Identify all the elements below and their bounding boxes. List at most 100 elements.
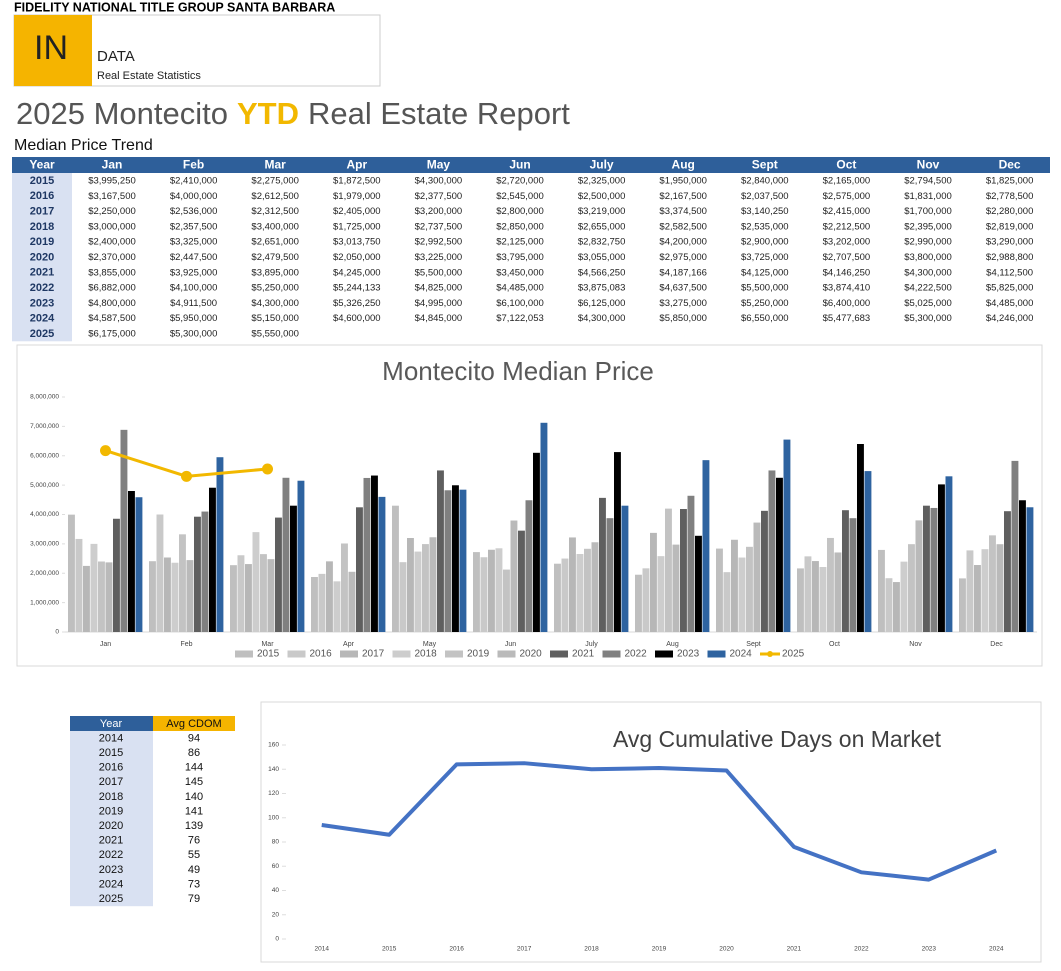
year-cell: 2021 [30,267,54,279]
price-cell: $5,326,250 [333,298,381,309]
bar [576,554,584,632]
bar [311,576,318,632]
bar [422,544,429,632]
year-cell: 2024 [30,313,55,325]
y-tick-label: 0 [55,629,59,636]
bar [606,518,614,632]
bar [356,507,363,632]
price-cell: $2,312,500 [251,206,299,217]
bar [510,520,518,632]
x-tick-label: 2022 [854,946,869,953]
price-cell: $4,300,000 [578,313,626,324]
price-cell: $3,800,000 [904,252,952,263]
price-cell: $2,212,500 [823,221,871,232]
bar [429,537,437,632]
bar [260,554,267,632]
x-tick-label: Apr [343,641,355,648]
price-cell: $5,550,000 [251,329,299,340]
bar [282,477,290,632]
year-cell: 2017 [30,206,54,218]
bar [348,571,356,632]
bar [746,546,753,632]
table-header-cell: Year [29,158,55,172]
logo-data: DATA [97,48,135,65]
x-tick-label: 2020 [719,946,734,953]
y-tick-label: 0 [275,936,279,943]
bar [179,534,186,632]
price-cell: $4,845,000 [415,313,463,324]
x-tick-label: 2015 [382,946,397,953]
bar [561,558,569,632]
price-cell: $4,300,000 [904,267,952,278]
bar [378,496,386,632]
price-cell: $2,778,500 [986,191,1034,202]
bar [407,538,414,632]
price-cell: $1,979,000 [333,191,381,202]
y-tick-label: 20 [272,911,280,918]
price-cell: $2,167,500 [659,191,707,202]
bar [540,422,548,632]
cdom-year-cell: 2016 [99,762,123,774]
bar [164,557,171,632]
year-cell: 2025 [30,328,54,340]
price-cell: $3,374,500 [659,206,707,217]
legend-label: 2020 [520,649,543,660]
bar [665,508,672,632]
bar [731,539,738,632]
price-cell: $1,950,000 [659,176,707,187]
bar [1004,511,1011,632]
table-title: Median Price Trend [14,137,153,154]
table-header-cell: Jun [509,158,530,172]
bar [857,444,864,632]
legend-swatch [287,650,306,658]
bar [753,522,761,632]
bar [834,552,842,632]
price-cell: $4,146,250 [823,267,871,278]
bar [959,578,966,632]
x-tick-label: July [585,641,598,648]
legend-swatch [550,650,568,658]
price-cell: $4,125,000 [741,267,789,278]
bar [392,505,399,632]
cdom-year-cell: 2015 [99,747,123,759]
title-post: Real Estate Report [308,96,570,131]
bar [819,567,827,632]
legend-label: 2023 [677,649,700,660]
series-point [262,463,273,475]
price-cell: $5,500,000 [741,283,789,294]
price-cell: $3,202,000 [823,237,871,248]
cdom-value-cell: 140 [185,791,203,803]
bar [650,532,657,632]
price-cell: $5,244,133 [333,283,381,294]
cdom-year-cell: 2019 [99,805,123,817]
bar [591,542,599,632]
x-tick-label: 2017 [517,946,532,953]
year-cell: 2016 [30,190,54,202]
bar [827,537,834,632]
cdom-year-cell: 2018 [99,791,123,803]
price-cell: $3,013,750 [333,237,381,248]
table-header-cell: Feb [183,158,204,172]
table-header-cell: Sept [752,158,778,172]
table-header-cell: Nov [917,158,940,172]
bar [680,509,687,632]
cdom-year-cell: 2021 [99,835,123,847]
bar [480,557,488,632]
price-cell: $3,925,000 [170,267,218,278]
price-cell: $4,200,000 [659,237,707,248]
y-tick-label: 40 [272,887,280,894]
y-tick-label: 4,000,000 [30,511,59,518]
table-header-cell: Mar [265,158,287,172]
price-cell: $6,400,000 [823,298,871,309]
price-cell: $4,800,000 [88,298,136,309]
price-cell: $6,550,000 [741,313,789,324]
price-cell: $6,882,000 [88,283,136,294]
bar [761,510,768,632]
series-point [181,470,192,482]
cdom-header-value-bg [153,716,235,731]
cdom-year-cell: 2025 [99,893,123,905]
price-cell: $1,825,000 [986,176,1034,187]
price-cell: $5,150,000 [251,313,299,324]
y-tick-label: 3,000,000 [30,541,59,548]
bar [614,452,621,632]
